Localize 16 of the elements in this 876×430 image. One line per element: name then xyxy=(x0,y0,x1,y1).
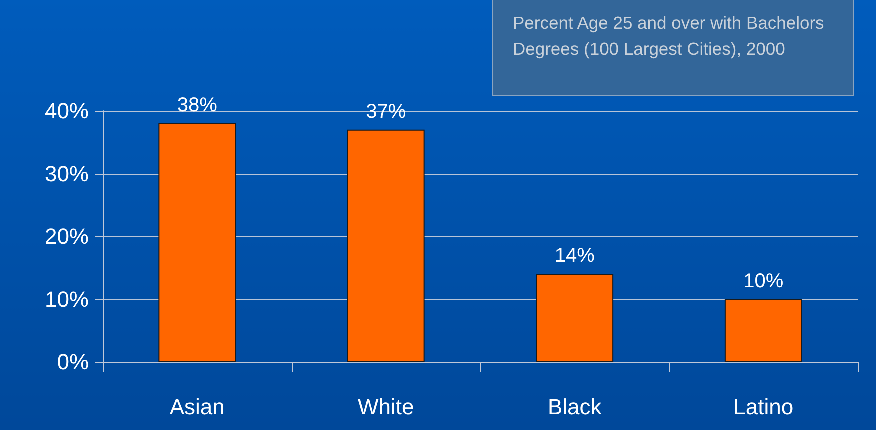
data-label: 14% xyxy=(554,245,596,268)
data-label: 38% xyxy=(177,94,218,117)
x-tick-label: Latino xyxy=(734,394,794,420)
bar xyxy=(158,124,236,362)
bar xyxy=(347,130,425,362)
bar xyxy=(724,299,802,362)
bar xyxy=(536,274,614,362)
x-tick-label: Black xyxy=(548,394,603,420)
data-label: 10% xyxy=(744,270,784,292)
y-tick-label: 40% xyxy=(44,98,89,124)
y-tick-label: 20% xyxy=(44,224,89,249)
y-tick-label: 30% xyxy=(44,161,89,186)
x-tick-label: Asian xyxy=(170,394,225,420)
x-tick-label: White xyxy=(358,394,414,420)
y-tick-label: 10% xyxy=(44,286,89,312)
y-tick-label: 0% xyxy=(57,350,89,374)
